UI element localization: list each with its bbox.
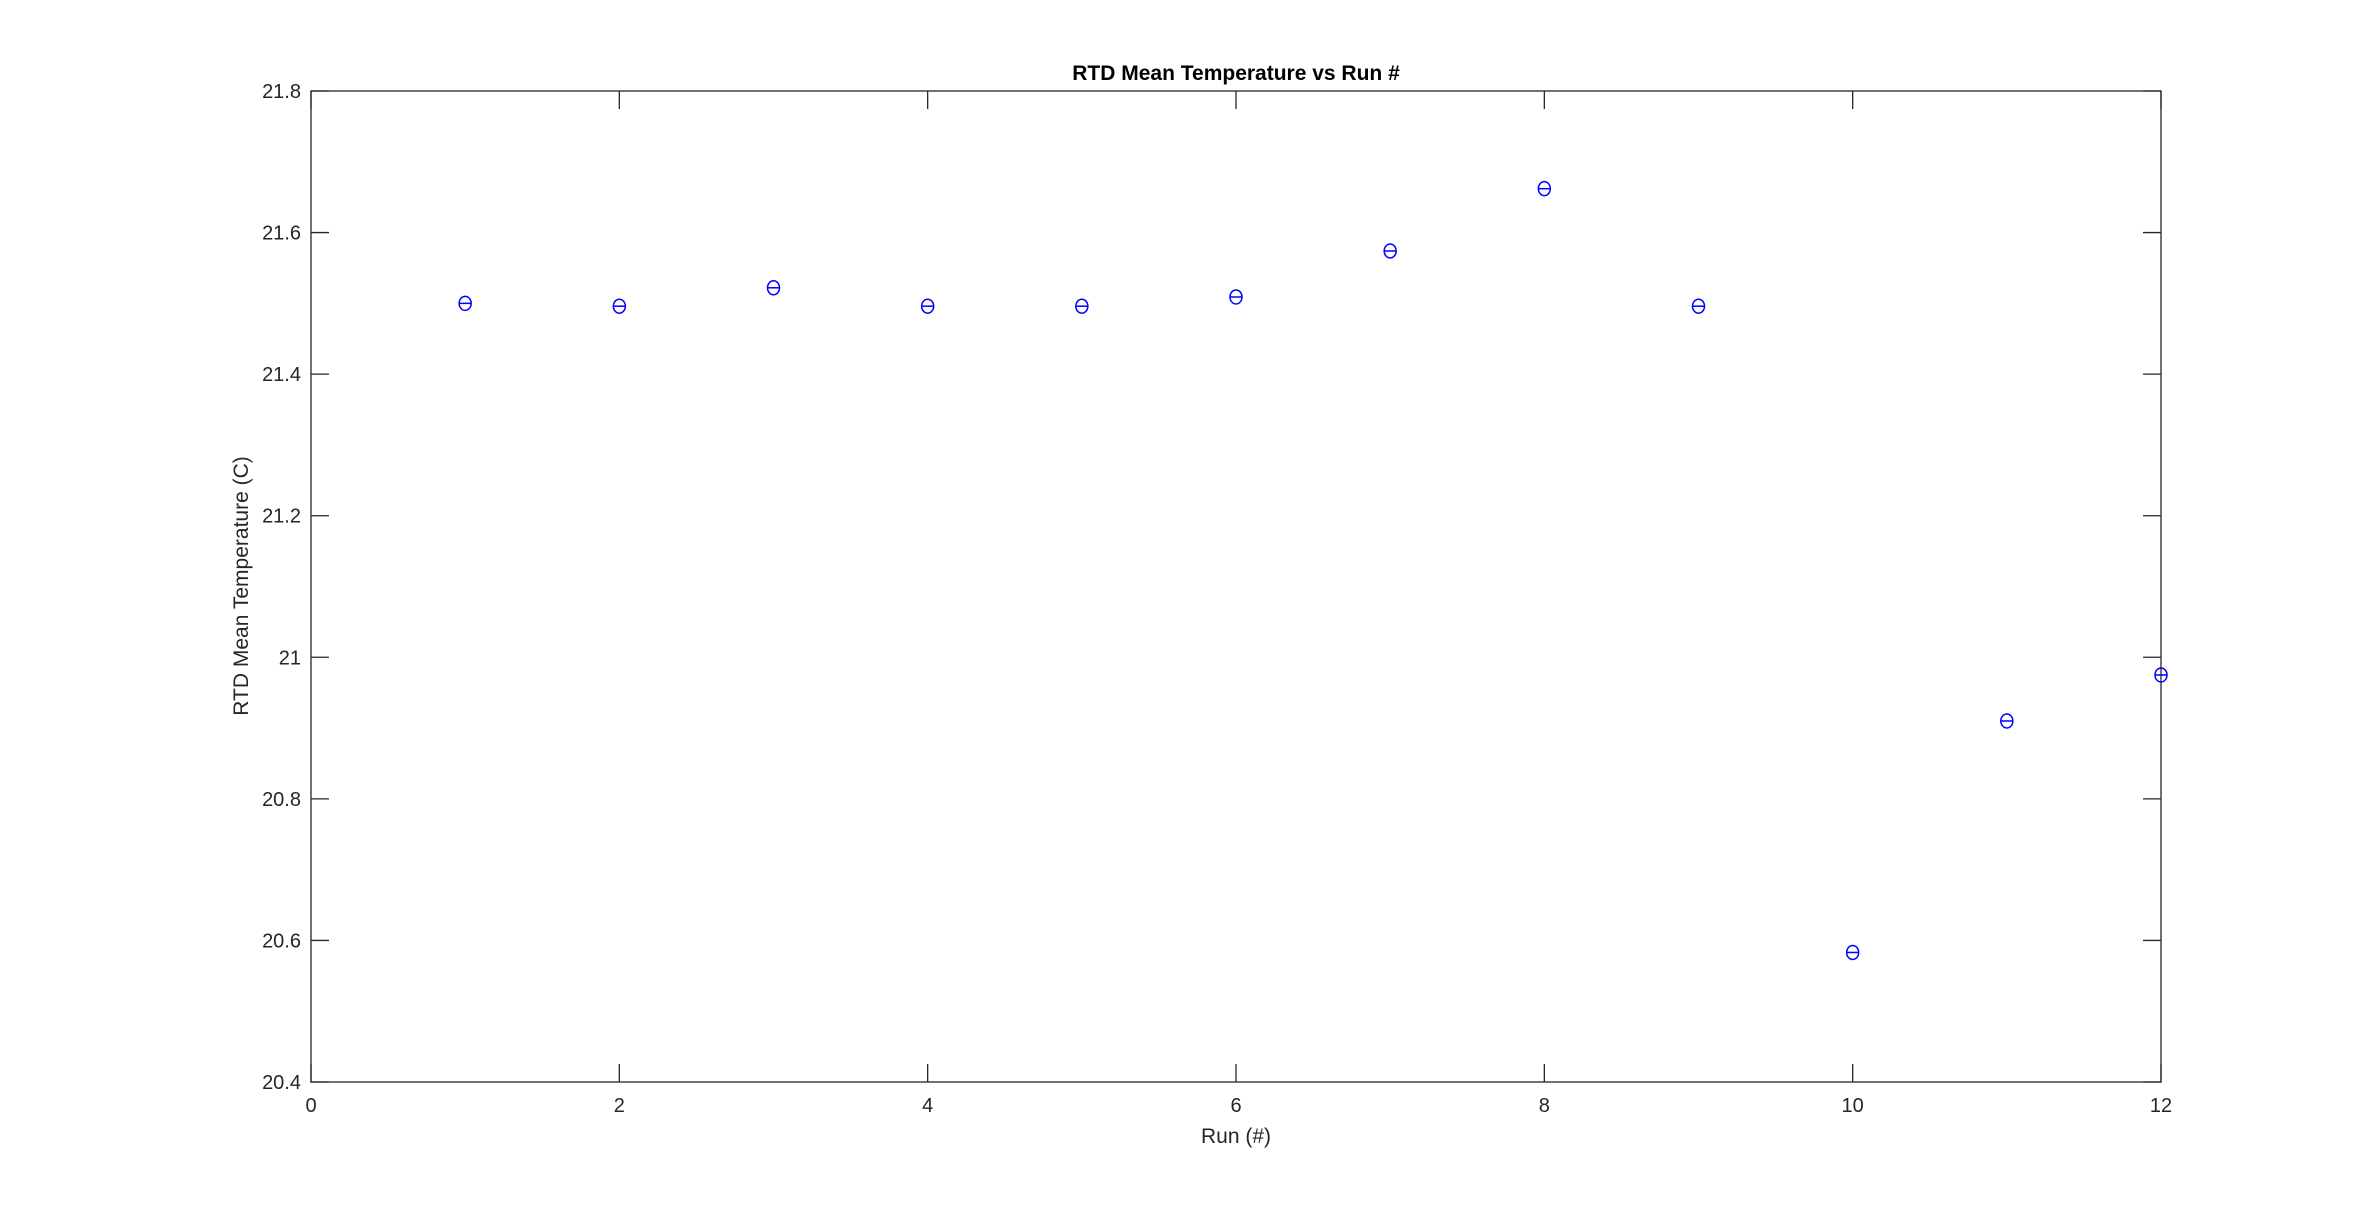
y-tick-label: 21 (279, 647, 301, 669)
x-axis-label: Run (#) (1201, 1125, 1271, 1148)
data-point (1537, 180, 1552, 197)
y-tick-label: 21.4 (262, 364, 301, 386)
data-point (1383, 243, 1397, 259)
data-point (2000, 713, 2014, 729)
x-tick-label: 10 (1842, 1095, 1864, 1117)
data-point (1691, 298, 1706, 314)
data-point (920, 298, 935, 314)
data-point (1075, 298, 1089, 314)
plot-area-box (310, 90, 2162, 1083)
x-tick-label: 12 (2150, 1095, 2172, 1117)
chart-title: RTD Mean Temperature vs Run # (1072, 62, 1400, 85)
data-point (1845, 944, 1860, 961)
y-axis-label: RTD Mean Temperature (C) (230, 456, 253, 715)
data-point (458, 295, 472, 312)
x-tick-label: 8 (1539, 1095, 1550, 1117)
x-tick-label: 0 (305, 1095, 316, 1117)
y-tick-label: 21.8 (262, 81, 301, 103)
data-point (612, 298, 627, 314)
x-tick-label: 2 (614, 1095, 625, 1117)
data-point (766, 280, 781, 296)
data-point (2154, 667, 2168, 683)
x-tick-label: 4 (922, 1095, 933, 1117)
y-tick-label: 21.2 (262, 506, 301, 528)
x-tick-label: 6 (1230, 1095, 1241, 1117)
y-tick-label: 20.8 (262, 789, 301, 811)
y-tick-label: 20.4 (262, 1072, 301, 1094)
y-tick-label: 20.6 (262, 930, 301, 952)
y-tick-label: 21.6 (262, 223, 301, 245)
data-point (1229, 289, 1243, 305)
